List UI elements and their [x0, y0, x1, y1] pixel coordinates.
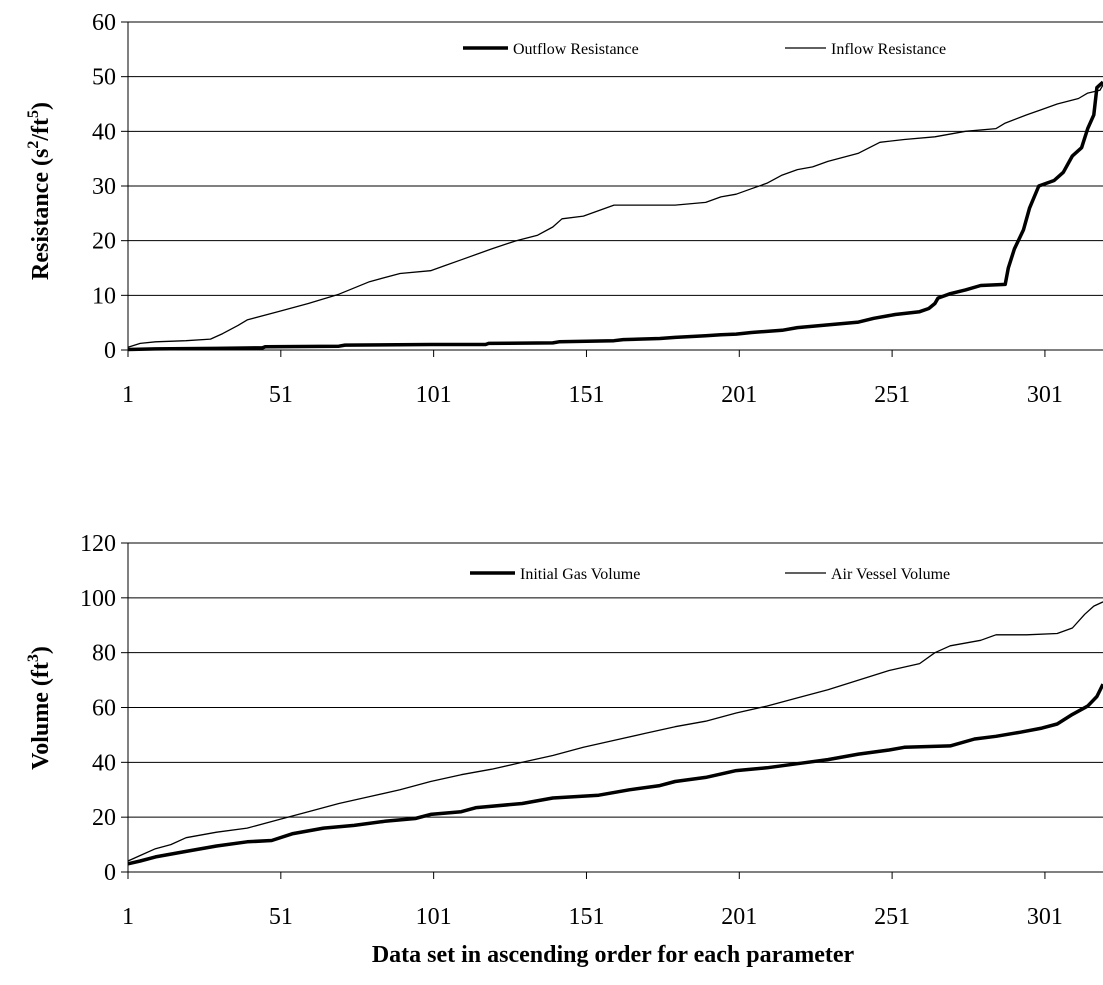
- series-line-air-vessel-volume: [127, 601, 1103, 862]
- volume-series: [127, 601, 1103, 866]
- x-tick-label: 51: [269, 904, 293, 930]
- x-tick-label: 101: [416, 904, 452, 930]
- volume-legend: Initial Gas Volume Air Vessel Volume: [470, 566, 950, 583]
- volume-y-ticks: 0 20 40 60 80 100 120: [80, 531, 128, 886]
- volume-x-ticks: 1 51 101 151 201 251 301: [122, 872, 1063, 930]
- x-tick-label: 151: [568, 382, 604, 408]
- resistance-legend: Outflow Resistance Inflow Resistance: [463, 41, 946, 58]
- y-tick-label: 20: [92, 229, 116, 255]
- x-tick-label: 151: [568, 904, 604, 930]
- volume-gridlines: [128, 542, 1103, 818]
- resistance-y-axis-label: Resistance (s2/ft5): [25, 102, 54, 280]
- y-tick-label: 30: [92, 174, 116, 200]
- y-tick-label: 0: [104, 338, 116, 364]
- resistance-gridlines: [128, 21, 1103, 296]
- legend-label: Outflow Resistance: [513, 41, 639, 58]
- series-line-initial-gas-volume: [127, 683, 1103, 866]
- series-line-outflow-resistance: [127, 80, 1103, 352]
- volume-x-axis-label: Data set in ascending order for each par…: [372, 942, 855, 968]
- y-tick-label: 40: [92, 750, 116, 776]
- x-tick-label: 1: [122, 904, 134, 930]
- y-tick-label: 10: [92, 283, 116, 309]
- y-tick-label: 50: [92, 65, 116, 91]
- x-tick-label: 101: [416, 382, 452, 408]
- x-tick-label: 251: [874, 904, 910, 930]
- y-tick-label: 100: [80, 586, 116, 612]
- y-tick-label: 0: [104, 860, 116, 886]
- y-tick-label: 120: [80, 531, 116, 557]
- x-tick-label: 301: [1027, 904, 1063, 930]
- series-line-inflow-resistance: [127, 84, 1103, 348]
- resistance-y-ticks: 0 10 20 30 40 50 60: [92, 10, 128, 364]
- legend-label: Inflow Resistance: [831, 41, 946, 58]
- resistance-series: [127, 80, 1103, 352]
- x-tick-label: 1: [122, 382, 134, 408]
- legend-label: Air Vessel Volume: [831, 566, 950, 583]
- x-tick-label: 201: [721, 904, 757, 930]
- x-tick-label: 251: [874, 382, 910, 408]
- x-tick-label: 301: [1027, 382, 1063, 408]
- y-tick-label: 80: [92, 641, 116, 667]
- legend-label: Initial Gas Volume: [520, 566, 640, 583]
- x-tick-label: 51: [269, 382, 293, 408]
- y-tick-label: 20: [92, 805, 116, 831]
- resistance-x-ticks: 1 51 101 151 201 251 301: [122, 350, 1063, 408]
- x-tick-label: 201: [721, 382, 757, 408]
- y-tick-label: 60: [92, 696, 116, 722]
- y-tick-label: 40: [92, 119, 116, 145]
- volume-y-axis-label: Volume (ft3): [25, 646, 54, 770]
- y-tick-label: 60: [92, 10, 116, 36]
